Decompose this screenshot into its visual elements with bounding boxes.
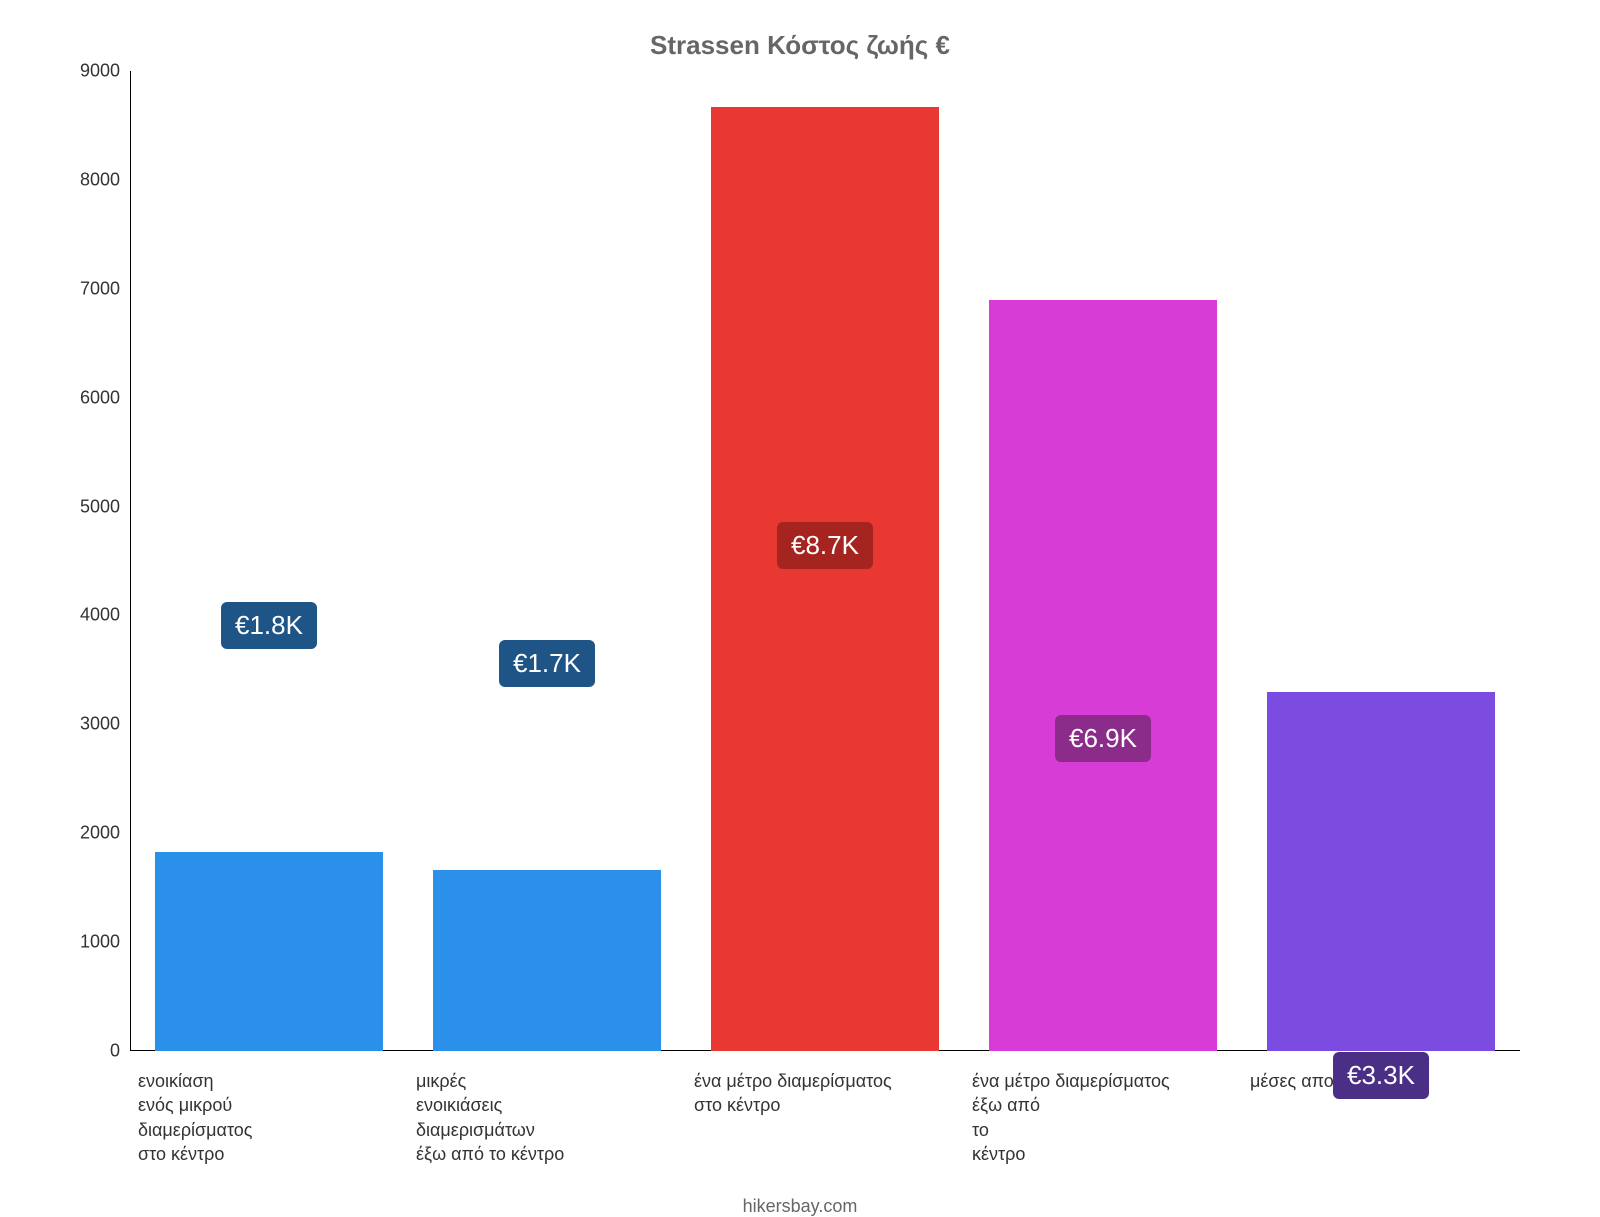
y-tick: 4000	[60, 605, 120, 626]
bar: €1.7K	[433, 870, 661, 1051]
y-tick: 9000	[60, 61, 120, 82]
bar-slot: €1.8K	[130, 71, 408, 1051]
y-axis: 0100020003000400050006000700080009000	[60, 71, 120, 1051]
bar-value-label: €6.9K	[1055, 715, 1151, 762]
bar: €6.9K	[989, 300, 1217, 1051]
bar-slot: €1.7K	[408, 71, 686, 1051]
y-tick: 6000	[60, 387, 120, 408]
y-tick: 3000	[60, 714, 120, 735]
x-category-label: ένα μέτρο διαμερίσματος στο κέντρο	[686, 1069, 964, 1166]
bar: €8.7K	[711, 107, 939, 1051]
x-category-label: ένα μέτρο διαμερίσματος έξω από το κέντρ…	[964, 1069, 1242, 1166]
x-labels-group: ενοικίαση ενός μικρού διαμερίσματος στο …	[130, 1069, 1520, 1166]
y-tick: 1000	[60, 932, 120, 953]
chart-title: Strassen Κόστος ζωής €	[60, 30, 1540, 61]
bar-value-label: €1.8K	[221, 602, 317, 649]
bar-value-label: €1.7K	[499, 640, 595, 687]
bar-slot: €8.7K	[686, 71, 964, 1051]
bar: €1.8K	[155, 852, 383, 1051]
bar-slot: €3.3K	[1242, 71, 1520, 1051]
y-tick: 7000	[60, 278, 120, 299]
bar-value-label: €3.3K	[1333, 1052, 1429, 1099]
y-tick: 0	[60, 1041, 120, 1062]
bar: €3.3K	[1267, 692, 1495, 1051]
bar-slot: €6.9K	[964, 71, 1242, 1051]
bar-value-label: €8.7K	[777, 522, 873, 569]
chart-footer: hikersbay.com	[60, 1196, 1540, 1217]
x-category-label: ενοικίαση ενός μικρού διαμερίσματος στο …	[130, 1069, 408, 1166]
plot-area: 0100020003000400050006000700080009000 €1…	[130, 71, 1520, 1051]
y-tick: 2000	[60, 823, 120, 844]
chart-container: Strassen Κόστος ζωής € 01000200030004000…	[60, 30, 1540, 1170]
y-tick: 5000	[60, 496, 120, 517]
x-category-label: μικρές ενοικιάσεις διαμερισμάτων έξω από…	[408, 1069, 686, 1166]
bars-group: €1.8K €1.7K €8.7K €6.9K €3.3K	[130, 71, 1520, 1051]
y-tick: 8000	[60, 169, 120, 190]
